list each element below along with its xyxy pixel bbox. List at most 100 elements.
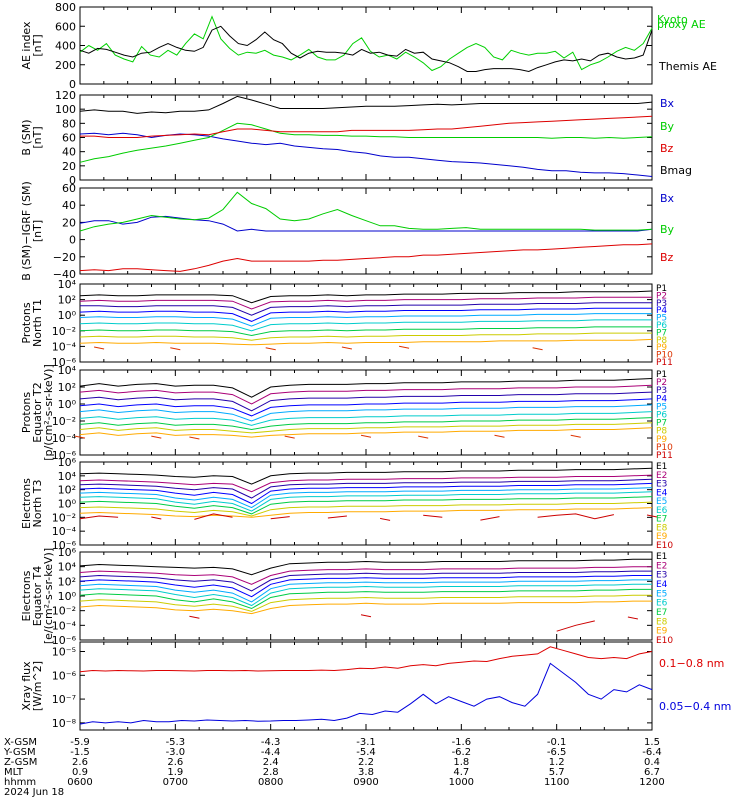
legend-label: E4	[656, 488, 668, 498]
legend-label: Bx	[660, 192, 675, 205]
series-line-p8	[79, 332, 652, 341]
y-tick-label: 20	[62, 216, 76, 229]
ephemeris-value: -6.5	[547, 747, 567, 758]
y-tick-label: 0	[69, 174, 76, 187]
y-tick-label: 10⁶	[58, 456, 77, 469]
series-line-p5	[79, 313, 652, 327]
ephemeris-value: 3.8	[358, 767, 374, 778]
y-tick-label: 10²	[58, 381, 76, 394]
y-tick-label: 10⁴	[58, 561, 77, 574]
ephemeris-value: 2.6	[167, 757, 183, 768]
y-tick-label: −40	[53, 268, 76, 281]
y-axis-label: Electrons	[20, 570, 33, 621]
legend-label: E2	[656, 471, 667, 481]
ephemeris-value: 0.9	[72, 767, 88, 778]
series-line-e7	[79, 588, 652, 610]
legend-label: E1	[656, 552, 667, 562]
ephemeris-value: -3.1	[356, 737, 376, 748]
y-tick-label: 10⁻⁸	[52, 717, 77, 730]
y-axis-label: [e/(cm²-s-sr-keV)]	[42, 548, 55, 644]
y-tick-label: 10⁻⁴	[52, 432, 77, 445]
y-tick-label: 10⁻⁵	[52, 646, 76, 659]
y-axis-label: Electrons	[20, 478, 33, 529]
ephemeris-value: 0800	[258, 777, 283, 788]
series-line-by	[79, 191, 653, 232]
y-tick-label: 10⁰	[58, 309, 77, 322]
series-line-bmag	[79, 95, 653, 114]
y-tick-label: 0	[69, 78, 76, 91]
y-tick-label: 10⁶	[58, 546, 77, 559]
series-line-p6	[79, 319, 652, 332]
y-tick-label: 10²	[58, 575, 76, 588]
y-tick-label: 120	[55, 89, 76, 102]
legend-label: Themis AE	[658, 60, 717, 73]
legend-label: E10	[656, 636, 673, 646]
y-tick-label: 10⁻²	[52, 605, 76, 618]
y-tick-label: 10⁴	[58, 364, 77, 377]
ephemeris-value: 1.9	[167, 767, 183, 778]
ephemeris-value: -5.9	[70, 737, 90, 748]
ephemeris-value: 5.7	[549, 767, 565, 778]
series-line-p3	[80, 302, 652, 316]
series-line-p7	[79, 326, 652, 337]
legend-label: P1	[656, 370, 667, 380]
ephemeris-value: 1000	[449, 777, 474, 788]
y-tick-label: 10⁰	[58, 590, 77, 603]
legend-label: P9	[656, 435, 667, 445]
y-axis-label: [nT]	[31, 34, 44, 56]
y-tick-label: 100	[55, 103, 76, 116]
y-tick-label: 10⁻⁶	[52, 356, 77, 369]
y-tick-label: 10²	[58, 294, 76, 307]
y-axis-label: Protons	[20, 302, 33, 343]
y-tick-label: 0	[69, 234, 76, 247]
ephemeris-value: 0900	[353, 777, 378, 788]
y-tick-label: 10²	[58, 484, 76, 497]
legend-label: Bmag	[660, 164, 692, 177]
ephemeris-row-label: X-GSM	[4, 737, 37, 748]
ephemeris-value: 1200	[639, 777, 664, 788]
ephemeris-value: 0.4	[644, 757, 660, 768]
y-tick-label: 10⁻⁷	[52, 693, 76, 706]
y-tick-label: 600	[55, 20, 76, 33]
series-line-e10	[189, 614, 638, 632]
y-axis-label: Xray flux	[20, 661, 33, 711]
series-line-bx	[79, 132, 653, 177]
ephemeris-value: 2.6	[72, 757, 88, 768]
series-line-p2	[79, 296, 652, 310]
series-line-0-1-0-8-nm	[79, 646, 653, 673]
series-line-themis-ae	[79, 25, 653, 73]
series-line-bz	[80, 115, 653, 138]
legend-label: Kyoto	[657, 13, 688, 26]
y-tick-label: 400	[55, 40, 76, 53]
y-tick-label: 80	[62, 117, 76, 130]
legend-label: P6	[656, 321, 667, 331]
legend-label: P4	[656, 306, 667, 316]
legend-label: P7	[656, 419, 667, 429]
y-axis-label: B (SM)	[20, 119, 33, 155]
y-tick-label: 60	[62, 182, 76, 195]
legend-label: E6	[656, 599, 668, 609]
series-line-p9	[79, 338, 653, 346]
legend-label: E8	[656, 523, 668, 533]
y-tick-label: 40	[62, 146, 76, 159]
ephemeris-value: 1.2	[549, 757, 565, 768]
series-line-p2	[79, 384, 653, 405]
legend-label: Bx	[660, 97, 675, 110]
legend-label: P5	[656, 402, 667, 412]
y-tick-label: 10⁴	[58, 278, 77, 291]
ephemeris-value: 1.5	[644, 737, 660, 748]
legend-label: P8	[656, 336, 667, 346]
legend-label: P2	[656, 291, 667, 301]
y-axis-label: North T3	[31, 480, 44, 528]
legend-label: By	[660, 120, 675, 133]
series-line-p6	[79, 411, 653, 426]
ephemeris-value: 1100	[544, 777, 569, 788]
y-tick-label: 10⁻²	[52, 415, 76, 428]
series-line-e6	[79, 491, 653, 512]
ephemeris-value: 2.4	[263, 757, 279, 768]
legend-label: E7	[656, 608, 667, 618]
legend-label: E6	[656, 506, 668, 516]
